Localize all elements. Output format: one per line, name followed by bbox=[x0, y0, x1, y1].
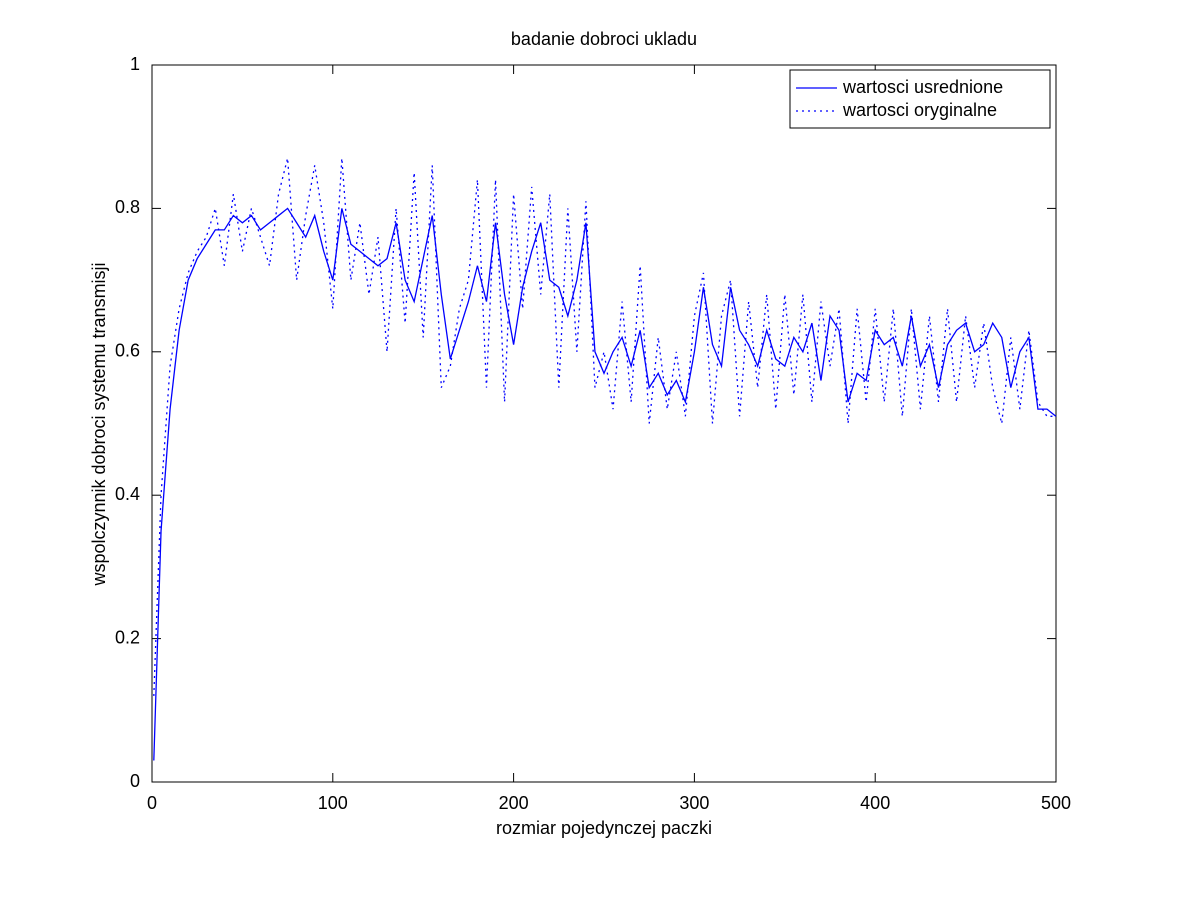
chart-title: badanie dobroci ukladu bbox=[511, 29, 697, 49]
x-tick-label: 200 bbox=[499, 793, 529, 813]
data-line bbox=[153, 207, 1057, 761]
x-tick-label: 500 bbox=[1041, 793, 1071, 813]
x-tick-label: 0 bbox=[147, 793, 157, 813]
x-tick-label: 300 bbox=[679, 793, 709, 813]
legend-label: wartosci usrednione bbox=[842, 77, 1003, 97]
y-tick-label: 0.2 bbox=[115, 627, 140, 647]
x-tick-label: 100 bbox=[318, 793, 348, 813]
plot-frame bbox=[151, 64, 1057, 783]
y-tick-label: 1 bbox=[130, 54, 140, 74]
y-tick-label: 0.8 bbox=[115, 197, 140, 217]
legend-label: wartosci oryginalne bbox=[842, 100, 997, 120]
x-axis-label: rozmiar pojedynczej paczki bbox=[496, 818, 712, 838]
y-axis-label: wspolczynnik dobroci systemu transmisji bbox=[89, 262, 109, 586]
data-line bbox=[153, 158, 1056, 696]
x-tick-label: 400 bbox=[860, 793, 890, 813]
legend-box bbox=[789, 69, 1051, 129]
y-tick-label: 0.6 bbox=[115, 341, 140, 361]
y-tick-label: 0.4 bbox=[115, 484, 140, 504]
y-tick-label: 0 bbox=[130, 771, 140, 791]
